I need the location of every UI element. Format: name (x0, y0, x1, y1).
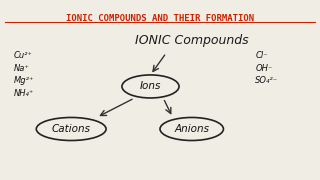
Text: Cations: Cations (52, 124, 91, 134)
Text: Anions: Anions (174, 124, 209, 134)
Text: Cu²⁺
Na⁺
Mg²⁺
NH₄⁺: Cu²⁺ Na⁺ Mg²⁺ NH₄⁺ (14, 51, 35, 98)
Text: Ions: Ions (140, 82, 161, 91)
Text: IONIC Compounds: IONIC Compounds (135, 34, 249, 47)
Text: Cl⁻
OH⁻
SO₄²⁻: Cl⁻ OH⁻ SO₄²⁻ (255, 51, 278, 85)
Text: IONIC COMPOUNDS AND THEIR FORMATION: IONIC COMPOUNDS AND THEIR FORMATION (66, 14, 254, 23)
